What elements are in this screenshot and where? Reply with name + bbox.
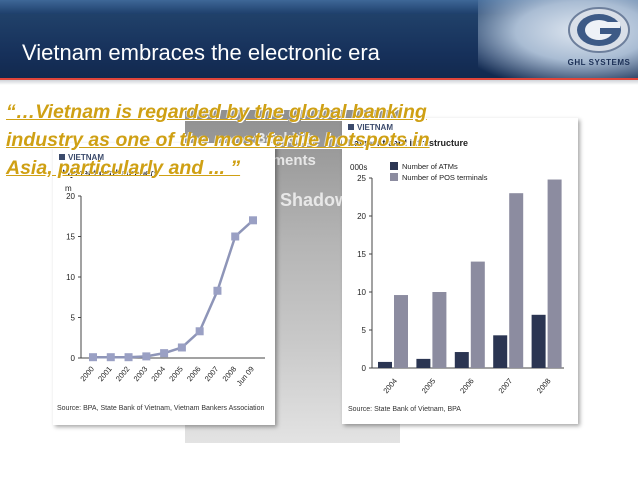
y-tick-label: 10 [66, 273, 75, 282]
photo-word-1: Banking [255, 130, 315, 147]
payment-card-infrastructure-panel: VIETNAM Payment card infrastructure 000s… [342, 118, 578, 424]
x-tick-label: 2007 [497, 377, 515, 396]
ghl-logo: GHL SYSTEMS [560, 2, 638, 76]
y-tick-label: 10 [357, 288, 366, 297]
data-point [195, 327, 204, 336]
quote-text: “…Vietnam is regarded by the global bank… [6, 101, 430, 179]
y-tick-label: 25 [357, 174, 366, 183]
y-unit-label: 000s [350, 163, 367, 172]
x-tick-label: Jun 09 [235, 365, 256, 388]
legend-label: Number of POS terminals [402, 173, 488, 182]
payment-card-numbers-chart: m 0 5 10 15 20 2000 2001 2002 2003 2004 2005 2006 20… [65, 184, 265, 388]
bar-atms [493, 335, 508, 368]
chart-source: Source: BPA, State Bank of Vietnam, Viet… [57, 405, 265, 412]
ghl-g-icon [568, 7, 630, 53]
x-tick-label: 2001 [96, 365, 114, 384]
x-tick-label: 2003 [132, 365, 150, 384]
data-point [124, 353, 133, 362]
payment-card-numbers-panel: VIETNAM Payment card numbers m 0 5 10 15 20 2… [53, 143, 275, 425]
bar-atms [416, 358, 431, 368]
y-tick-label: 0 [362, 364, 367, 373]
y-tick-label: 5 [71, 314, 76, 323]
data-point [89, 353, 97, 362]
data-point [106, 353, 115, 362]
data-point [231, 232, 240, 241]
y-tick-label: 0 [71, 354, 76, 363]
x-tick-label: 2007 [203, 365, 221, 384]
data-point [213, 286, 222, 295]
bar-atms [531, 314, 546, 368]
header-divider [0, 78, 638, 80]
y-tick-label: 15 [357, 250, 366, 259]
chart-tag: VIETNAM [348, 123, 393, 132]
slide-header: Vietnam embraces the electronic era GHL … [0, 0, 638, 78]
bar-pos [509, 193, 524, 368]
chart-title: Payment card numbers [59, 168, 159, 178]
bar-pos [547, 179, 562, 368]
bar-pos [432, 292, 447, 368]
x-tick-label: 2005 [167, 365, 185, 384]
bar-pos [394, 295, 408, 368]
photo-word-3: Shadow [280, 190, 350, 210]
bar-atms [454, 352, 469, 368]
x-tick-label: 2008 [535, 377, 553, 396]
bar-pos [470, 261, 485, 368]
logo-text: GHL SYSTEMS [567, 58, 631, 67]
legend-label: Number of ATMs [402, 162, 458, 171]
header-shadow [0, 80, 638, 85]
slide-title: Vietnam embraces the electronic era [22, 40, 380, 65]
legend-swatch [390, 162, 398, 170]
payment-card-infrastructure-chart: 000s 0 5 10 15 20 25 2004 2005 2006 2007 2008 Numbe… [350, 162, 564, 396]
bar-atms [378, 361, 392, 368]
y-tick-label: 20 [66, 192, 75, 201]
x-tick-label: 2006 [185, 365, 203, 384]
data-point [177, 343, 186, 352]
legend-swatch [390, 173, 398, 181]
x-tick-label: 2006 [458, 377, 476, 396]
x-tick-label: 2000 [78, 365, 96, 384]
y-tick-label: 20 [357, 212, 366, 221]
data-point [160, 349, 169, 358]
y-tick-label: 15 [66, 233, 75, 242]
chart-source: Source: State Bank of Vietnam, BPA [348, 406, 461, 413]
chart-tag: VIETNAM [59, 153, 104, 162]
x-tick-label: 2005 [420, 377, 438, 396]
x-tick-label: 2004 [381, 377, 399, 396]
x-tick-label: 2004 [149, 365, 167, 384]
y-unit-label: m [65, 184, 72, 193]
chart-title: Payment card infrastructure [348, 138, 469, 148]
x-tick-label: 2002 [114, 365, 132, 384]
series-line [93, 219, 254, 359]
data-point [249, 216, 257, 225]
y-tick-label: 5 [362, 326, 367, 335]
data-point [142, 352, 151, 361]
